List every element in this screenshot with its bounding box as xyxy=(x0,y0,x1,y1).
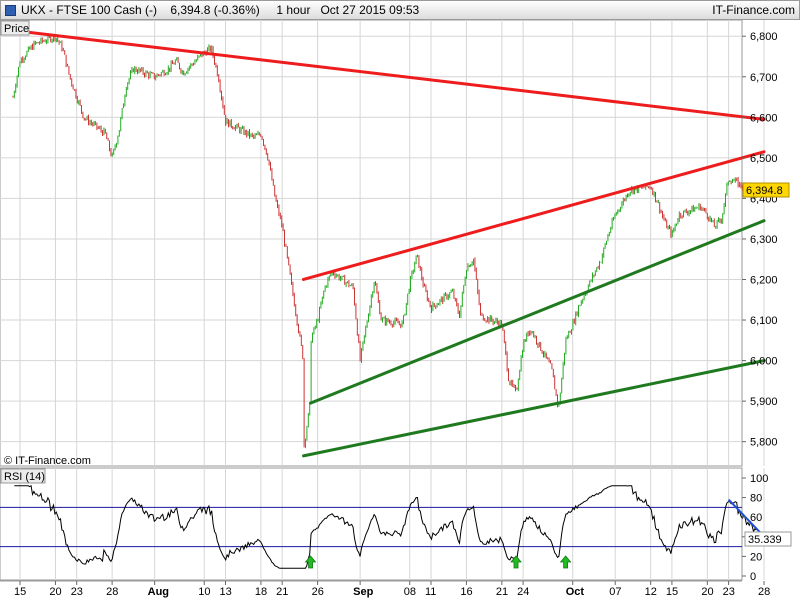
price-y-tick-label: 6,000 xyxy=(750,356,778,368)
trendline xyxy=(301,150,766,281)
up-arrow-marker xyxy=(559,555,572,569)
credit-label: © IT-Finance.com xyxy=(4,455,91,467)
x-tick-label: 15 xyxy=(666,586,678,598)
rsi-panel-label-box xyxy=(0,468,46,484)
x-tick-label: 20 xyxy=(49,586,61,598)
x-tick-label: 18 xyxy=(255,586,267,598)
rsi-y-tick-label: 60 xyxy=(750,512,762,524)
trendline xyxy=(25,30,766,121)
rsi-panel: RSI (14) 100806040200 35.339 xyxy=(0,467,792,583)
brand-label: IT-Finance.com xyxy=(712,3,795,17)
x-tick-label: 11 xyxy=(425,586,436,598)
rsi-panel-label: RSI (14) xyxy=(4,471,45,483)
x-tick-label: 20 xyxy=(701,586,713,598)
rsi-last-tag: 35.339 xyxy=(744,531,792,547)
x-tick-label: 07 xyxy=(609,586,621,598)
x-tick-label: Aug xyxy=(148,586,169,598)
price-y-tick-label: 5,800 xyxy=(750,437,778,449)
x-tick-label: 28 xyxy=(106,586,118,598)
x-tick-label: 12 xyxy=(645,586,657,598)
x-tick-label: 21 xyxy=(276,586,288,598)
x-axis: 15 20 23 28 Aug 10 13 18 21 26 Sep 08 11 16 21 24 Oct 07 1… xyxy=(0,580,770,598)
x-tick-label: 13 xyxy=(219,586,231,598)
rsi-y-tick-label: 20 xyxy=(750,551,762,563)
price-y-tick-label: 6,300 xyxy=(750,234,778,246)
x-tick-label: 15 xyxy=(14,586,26,598)
x-tick-label: 26 xyxy=(312,586,324,598)
x-tick-label: 23 xyxy=(71,586,83,598)
instrument-title: UKX - FTSE 100 Cash (-) 6,394.8 (-0.36%)… xyxy=(21,3,420,17)
rsi-series-line xyxy=(14,485,757,569)
x-tick-label: 24 xyxy=(517,586,529,598)
x-tick-label: Sep xyxy=(353,586,373,598)
price-plot-area xyxy=(0,19,743,467)
rsi-grid xyxy=(19,468,765,580)
price-y-tick-label: 6,800 xyxy=(750,31,778,43)
price-panel: Price © IT-Finance.com 6,800 6,700 6,600 6,… xyxy=(0,19,790,467)
price-y-tick-label: 6,700 xyxy=(750,72,778,84)
up-arrow-marker xyxy=(510,555,522,569)
rsi-levels xyxy=(0,506,742,548)
price-y-axis: 6,8006,7006,6006,5006,4006,3006,2006,100… xyxy=(742,31,778,449)
last-price-tag-box xyxy=(742,182,790,198)
price-y-tick-label: 5,900 xyxy=(750,396,778,408)
price-panel-label: Price xyxy=(4,23,29,35)
price-y-tick-label: 6,200 xyxy=(750,274,778,286)
trendline xyxy=(309,219,766,405)
rsi-y-tick-label: 80 xyxy=(750,493,762,505)
x-tick-label: 10 xyxy=(198,586,210,598)
chart-header: UKX - FTSE 100 Cash (-) 6,394.8 (-0.36%)… xyxy=(0,0,800,20)
price-y-tick-label: 6,100 xyxy=(750,315,778,327)
last-price-tag: 6,394.8 xyxy=(742,182,790,198)
x-tick-label: 21 xyxy=(496,586,508,598)
price-candles xyxy=(12,33,757,449)
x-tick-label: 08 xyxy=(404,586,416,598)
x-tick-label: Oct xyxy=(566,586,585,598)
rsi-y-tick-label: 100 xyxy=(750,473,768,485)
trendline xyxy=(301,359,766,458)
x-tick-label: 28 xyxy=(758,586,770,598)
last-price-value: 6,394.8 xyxy=(746,185,783,197)
x-tick-label: 16 xyxy=(460,586,472,598)
price-y-tick-label: 6,600 xyxy=(750,112,778,124)
rsi-plot-area xyxy=(0,467,743,581)
price-y-tick-label: 6,500 xyxy=(750,153,778,165)
rsi-up-markers xyxy=(304,555,572,569)
x-tick-label: 23 xyxy=(723,586,735,598)
price-trendlines xyxy=(25,30,766,458)
rsi-y-tick-label: 0 xyxy=(750,571,756,583)
rsi-last-tag-box xyxy=(744,531,792,547)
price-panel-label-box xyxy=(0,20,30,36)
window-menu-icon[interactable] xyxy=(5,5,16,16)
rsi-last-value: 35.339 xyxy=(748,534,782,546)
up-arrow-marker xyxy=(304,555,317,569)
